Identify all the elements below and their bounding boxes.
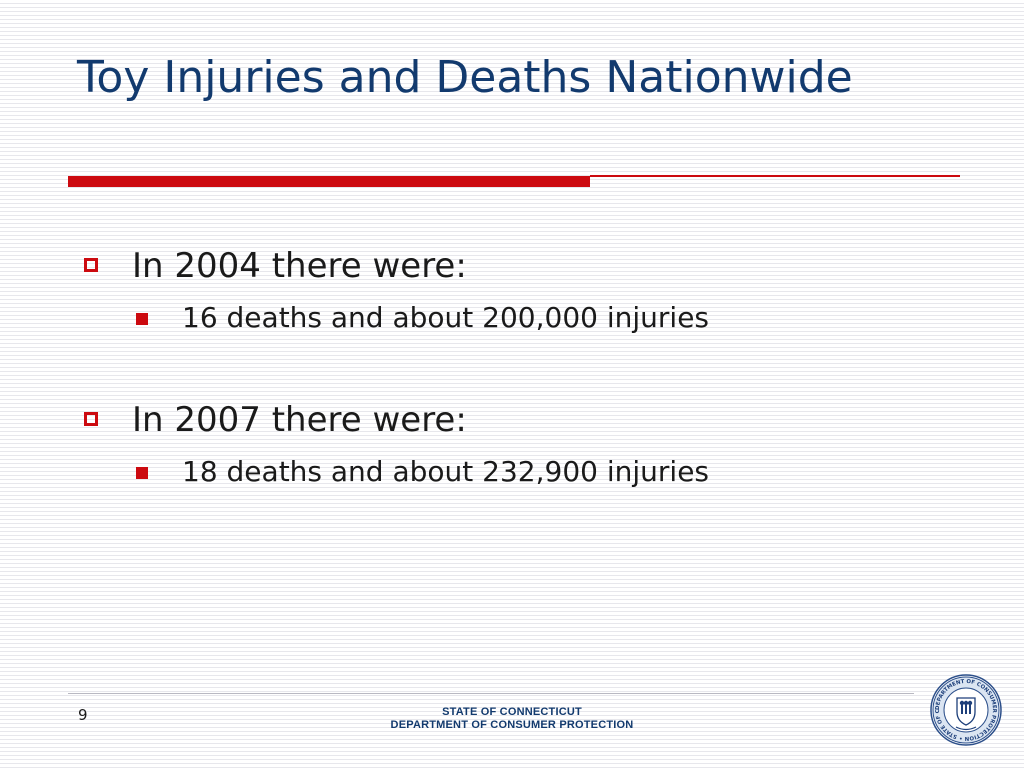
bullet-level2-text: 16 deaths and about 200,000 injuries bbox=[182, 301, 710, 334]
footer-divider bbox=[68, 693, 914, 694]
filled-square-icon bbox=[136, 313, 148, 325]
page-number: 9 bbox=[78, 706, 88, 724]
bullet-level1-text: In 2007 there were: bbox=[132, 400, 467, 440]
connecticut-seal-logo: DEPARTMENT OF CONSUMER PROTECTION • STAT… bbox=[930, 674, 1002, 746]
footer-org-line-1: STATE OF CONNECTICUT bbox=[442, 706, 582, 718]
hollow-square-icon bbox=[84, 258, 98, 272]
bullet-level2-text: 18 deaths and about 232,900 injuries bbox=[182, 455, 710, 488]
title-underline-thick bbox=[68, 176, 590, 187]
bullet-level1-text: In 2004 there were: bbox=[132, 246, 467, 286]
slide-title: Toy Injuries and Deaths Nationwide bbox=[77, 52, 853, 103]
filled-square-icon bbox=[136, 467, 148, 479]
hollow-square-icon bbox=[84, 412, 98, 426]
title-underline-thin bbox=[590, 175, 960, 177]
footer-org-line-2: DEPARTMENT OF CONSUMER PROTECTION bbox=[390, 719, 634, 731]
